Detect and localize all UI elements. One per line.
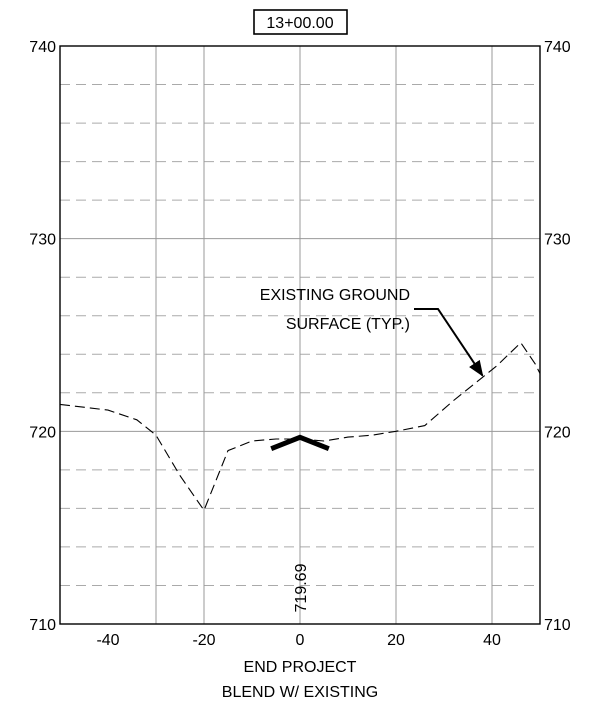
footer-line-1: END PROJECT bbox=[244, 659, 357, 676]
y-tick-label-left: 710 bbox=[29, 617, 56, 634]
station-text: 13+00.00 bbox=[266, 15, 333, 32]
callout-arrow bbox=[414, 308, 484, 377]
callout-line-1: EXISTING GROUND bbox=[260, 287, 410, 304]
existing-ground-callout: EXISTING GROUND SURFACE (TYP.) bbox=[260, 287, 484, 377]
y-tick-label-right: 730 bbox=[544, 232, 571, 249]
y-tick-label-right: 740 bbox=[544, 39, 571, 56]
x-tick-label: -40 bbox=[96, 632, 119, 649]
y-tick-label-left: 740 bbox=[29, 39, 56, 56]
y-tick-label-left: 730 bbox=[29, 232, 56, 249]
x-tick-label: 0 bbox=[296, 632, 305, 649]
centerline-elevation-label: 719.69 bbox=[293, 563, 310, 612]
callout-line-2: SURFACE (TYP.) bbox=[286, 316, 410, 333]
y-tick-label-right: 720 bbox=[544, 424, 571, 441]
plot-frame bbox=[59, 45, 541, 625]
x-tick-label: 40 bbox=[483, 632, 501, 649]
major-gridlines bbox=[60, 45, 540, 625]
x-axis-ticks: -40 -20 0 20 40 bbox=[96, 632, 501, 649]
y-axis-ticks-left: 710 720 730 740 bbox=[29, 39, 56, 634]
proposed-section-line bbox=[270, 434, 330, 452]
y-tick-label-left: 720 bbox=[29, 424, 56, 441]
existing-ground-line bbox=[59, 341, 541, 512]
y-axis-ticks-right: 710 720 730 740 bbox=[544, 39, 571, 634]
footer-line-2: BLEND W/ EXISTING bbox=[222, 684, 378, 701]
y-tick-label-right: 710 bbox=[544, 617, 571, 634]
station-label: 13+00.00 bbox=[253, 9, 348, 35]
x-tick-label: 20 bbox=[387, 632, 405, 649]
x-tick-label: -20 bbox=[192, 632, 215, 649]
station-box bbox=[253, 9, 348, 35]
